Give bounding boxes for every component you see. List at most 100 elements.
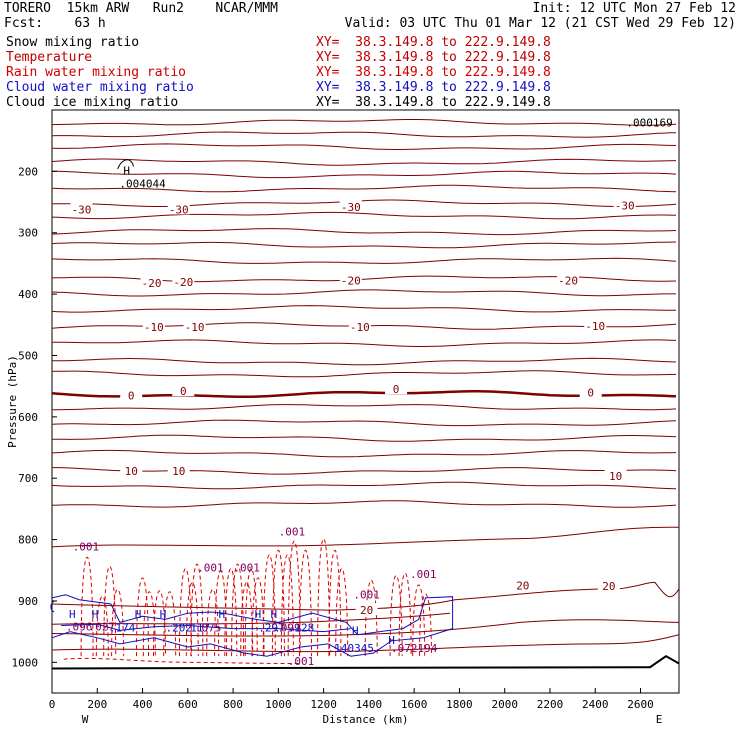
isotherm-label: -20 xyxy=(173,276,193,289)
x-tick-label: 2000 xyxy=(491,698,518,711)
max-label: H xyxy=(352,625,359,638)
isotherm-label-bg xyxy=(511,578,534,591)
isotherm-label: -20 xyxy=(142,277,162,290)
max-label: H xyxy=(69,608,76,621)
isotherm-label-bg xyxy=(172,274,195,287)
isotherm-label: -30 xyxy=(341,201,361,214)
cloud-water-contour xyxy=(51,594,454,657)
rain-contour xyxy=(280,554,294,657)
isotherm-line xyxy=(51,257,677,264)
rain-contour xyxy=(103,565,117,657)
isotherm-label-bg xyxy=(584,319,607,332)
plot-frame xyxy=(51,109,680,694)
cloud-water-contour xyxy=(61,623,351,633)
legend-label-temperature: Temperature xyxy=(6,50,93,65)
isotherm-label: -30 xyxy=(169,203,189,216)
isotherm-label-bg xyxy=(167,202,190,215)
isotherm-line xyxy=(51,305,676,313)
x-tick-label: 1200 xyxy=(310,698,337,711)
max-label: .140345 xyxy=(328,642,374,655)
rain-contour xyxy=(136,577,149,657)
y-tick-label: 800 xyxy=(18,534,38,547)
isotherm-label: 20 xyxy=(360,604,373,617)
isotherm-label-bg xyxy=(579,385,602,398)
y-tick-label: 600 xyxy=(18,411,38,424)
rain-contour xyxy=(335,568,349,657)
y-tick-label: 700 xyxy=(18,472,38,485)
x-tick-label: 1800 xyxy=(446,698,473,711)
rain-contour xyxy=(412,584,426,657)
isotherm-label: 0 xyxy=(587,386,594,399)
isotherm-label: -30 xyxy=(71,203,91,216)
rain-contour xyxy=(398,572,412,657)
isotherm-label: 10 xyxy=(609,470,622,483)
isotherm-label: -10 xyxy=(185,321,205,334)
isotherm-line xyxy=(51,199,677,208)
x-tick-label: 400 xyxy=(133,698,153,711)
rain-contour xyxy=(271,549,285,657)
isotherm-line xyxy=(51,619,680,637)
max-label: H xyxy=(135,608,142,621)
max-label: .297 xyxy=(258,622,285,635)
isotherm-label: 20 xyxy=(516,580,529,593)
max-label: .096 xyxy=(66,620,93,633)
header-line2-left: Fcst: 63 h xyxy=(4,16,106,31)
x-axis-label: Distance (km) xyxy=(322,713,408,726)
isotherm-label-bg xyxy=(557,273,580,286)
max-label: H xyxy=(218,608,225,621)
legend-xy-cloud-ice: XY= 38.3.149.8 to 222.9.149.8 xyxy=(316,95,551,110)
rain-contour xyxy=(389,575,403,657)
isotherm-label-bg xyxy=(597,579,620,592)
rain-contour xyxy=(287,540,301,657)
x-tick-label: 200 xyxy=(87,698,107,711)
max-label: .000169 xyxy=(626,117,672,130)
max-label: .202 xyxy=(166,622,193,635)
rain-contour xyxy=(179,568,192,657)
max-label: .174 xyxy=(109,622,136,635)
max-label: .001 xyxy=(410,568,437,581)
x-tick-label: 1600 xyxy=(401,698,428,711)
isotherm-line xyxy=(51,370,677,378)
rain-contour xyxy=(328,549,342,657)
max-label: H xyxy=(160,608,167,621)
max-label: H xyxy=(271,608,278,621)
x-end-label-right: E xyxy=(656,713,663,726)
x-tick-label: 2600 xyxy=(627,698,654,711)
max-label: .027 xyxy=(89,620,116,633)
isotherm-label: 0 xyxy=(393,383,400,396)
max-label: .001 xyxy=(279,525,306,538)
x-tick-label: 800 xyxy=(223,698,243,711)
rain-contour xyxy=(142,591,156,657)
legend-xy-rain: XY= 38.3.149.8 to 222.9.149.8 xyxy=(316,65,551,80)
isotherm-line xyxy=(52,357,677,366)
header-line2-right: Valid: 03 UTC Thu 01 Mar 12 (21 CST Wed … xyxy=(344,16,736,31)
rain-contour xyxy=(262,554,276,657)
isotherm-label: -10 xyxy=(144,321,164,334)
rain-contour xyxy=(163,591,177,657)
legend-label-snow: Snow mixing ratio xyxy=(6,35,140,50)
isotherm-line xyxy=(52,339,677,347)
isotherm-label: 10 xyxy=(172,465,185,478)
isotherm-line xyxy=(51,481,677,490)
isotherm-label: 10 xyxy=(125,465,138,478)
legend-xy-temperature: XY= 38.3.149.8 to 222.9.149.8 xyxy=(316,50,551,65)
isotherm-label-bg xyxy=(339,199,362,212)
max-label: .001 xyxy=(288,655,315,668)
isotherm-line xyxy=(51,119,677,126)
x-tick-label: 600 xyxy=(178,698,198,711)
rain-contour xyxy=(80,557,94,657)
isotherm-line xyxy=(51,526,680,548)
isotherm-label-bg xyxy=(355,603,378,616)
isotherm-label-bg xyxy=(120,388,143,401)
legend-xy-snow: XY= 38.3.149.8 to 222.9.149.8 xyxy=(316,35,551,50)
max-label: .117 xyxy=(184,622,211,635)
max-label: .001 xyxy=(353,588,380,601)
legend-label-rain: Rain water mixing ratio xyxy=(6,65,187,80)
max-label: .001 xyxy=(197,561,224,574)
isotherm-label: 20 xyxy=(602,580,615,593)
isotherm-line xyxy=(51,581,680,611)
isotherm-label: -30 xyxy=(615,200,635,213)
isotherm-line xyxy=(51,170,677,179)
rain-contour xyxy=(231,563,245,657)
